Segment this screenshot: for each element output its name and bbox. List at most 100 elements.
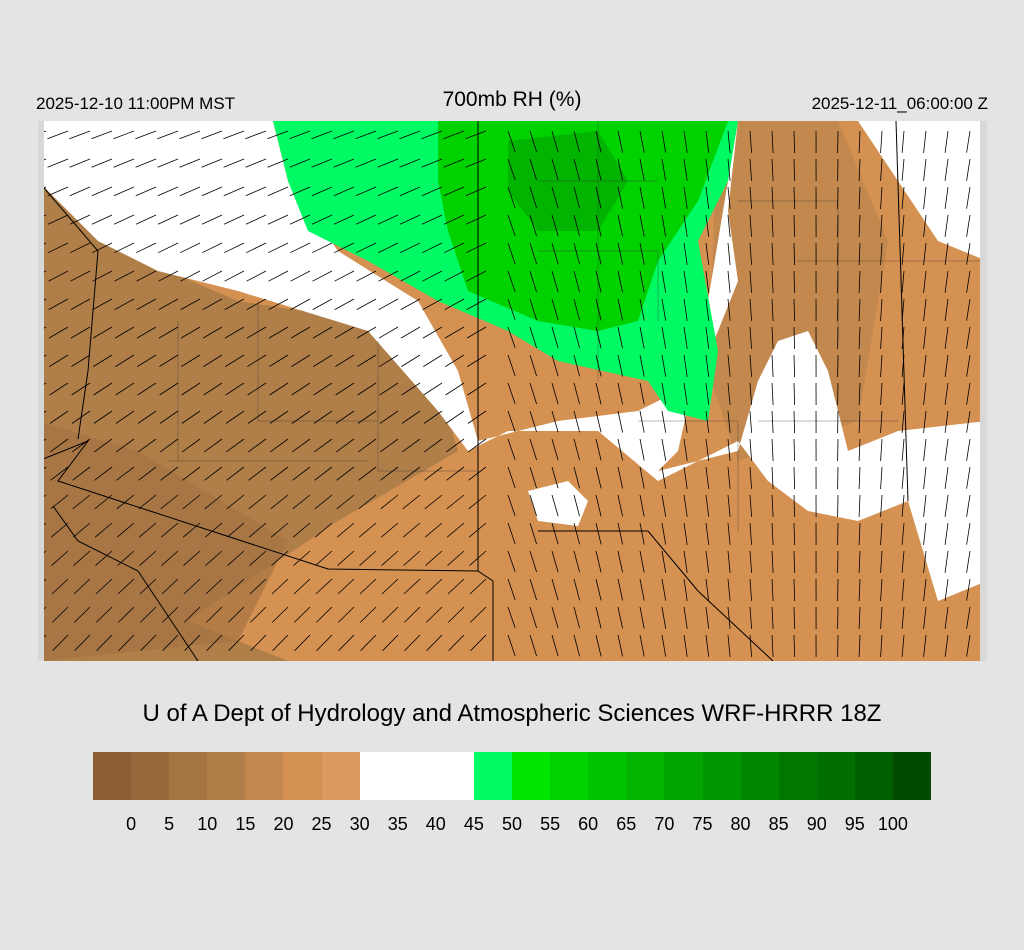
wind-barb — [793, 634, 795, 658]
wind-barb — [617, 466, 623, 489]
wind-barb — [880, 130, 883, 154]
wind-barb — [161, 550, 179, 566]
wind-barb — [399, 130, 421, 140]
wind-barb — [424, 522, 443, 538]
wind-barb — [359, 550, 377, 566]
wind-barb — [749, 522, 752, 545]
wind-barb — [771, 354, 774, 378]
wind-barb — [529, 354, 537, 377]
wind-barb — [551, 242, 559, 265]
wind-barb — [749, 354, 752, 377]
wind-barb — [116, 494, 135, 510]
wind-barb — [445, 382, 465, 396]
wind-barb — [529, 382, 537, 405]
wind-barb — [595, 158, 602, 181]
local-time-label: 2025-12-10 11:00PM MST — [36, 94, 236, 113]
wind-barb — [422, 270, 443, 282]
wind-barb — [966, 494, 971, 517]
wind-barb — [705, 158, 710, 181]
wind-barb — [69, 130, 91, 140]
wind-barb — [705, 634, 710, 657]
wind-barb — [184, 606, 201, 623]
wind-barb — [661, 550, 667, 573]
wind-barb — [858, 438, 861, 462]
wind-barb — [705, 214, 710, 237]
wind-barb — [311, 158, 333, 168]
wind-barb — [573, 214, 580, 237]
wind-barb — [551, 550, 559, 573]
colorbar-tick-label: 85 — [768, 814, 789, 834]
wind-barb — [356, 298, 377, 310]
wind-barb — [507, 494, 516, 516]
nm-tx-east-border — [895, 121, 909, 502]
wind-barb — [269, 410, 289, 424]
wind-barb — [271, 550, 289, 566]
wind-barb — [225, 354, 245, 367]
wind-barb — [901, 550, 905, 573]
wind-barb — [705, 130, 710, 153]
wind-barb — [551, 214, 559, 237]
wind-barb — [70, 242, 91, 254]
colorbar-tick-label: 40 — [425, 814, 446, 834]
wind-barb — [92, 326, 113, 339]
wind-barb — [901, 270, 905, 293]
wind-barb — [226, 494, 245, 510]
wind-barb — [313, 382, 333, 396]
wind-barb — [136, 298, 157, 310]
wind-barb — [114, 242, 135, 254]
wind-barb — [683, 298, 688, 321]
wind-barb — [226, 466, 245, 481]
wind-barb — [444, 326, 465, 339]
wind-barb — [923, 438, 927, 461]
wind-barb — [94, 522, 113, 538]
wind-barb — [793, 550, 795, 574]
wind-barb — [858, 130, 861, 154]
colorbar-tick-label: 20 — [273, 814, 294, 834]
wind-barb — [966, 438, 971, 461]
wind-barb — [551, 382, 559, 405]
wind-barb — [507, 158, 516, 180]
wind-barb — [181, 438, 201, 453]
wind-barb — [333, 130, 355, 140]
wind-barb — [880, 578, 883, 602]
wind-barb — [661, 438, 667, 461]
wind-barb — [117, 550, 135, 566]
wind-barb — [228, 634, 245, 651]
wind-barb — [507, 438, 516, 460]
wind-barb — [749, 214, 752, 237]
wind-barb — [727, 130, 731, 153]
wind-barb — [294, 606, 311, 623]
wind-barb — [617, 242, 623, 265]
wind-barb — [771, 466, 774, 490]
wind-barb — [51, 578, 69, 595]
wind-barb — [595, 382, 602, 405]
wind-barb — [901, 326, 905, 349]
wind-barb — [617, 382, 623, 405]
wind-barb — [529, 438, 537, 461]
wind-barb — [880, 326, 883, 350]
wind-barb — [944, 578, 949, 601]
wind-barb — [661, 158, 667, 181]
wind-barb — [267, 186, 289, 197]
wind-barb — [423, 410, 443, 424]
colorbar-swatch — [397, 752, 436, 800]
wind-barb — [661, 382, 667, 405]
wind-barb — [135, 186, 157, 197]
wind-barb — [378, 326, 399, 339]
wind-barb — [966, 158, 971, 181]
wind-barb — [137, 438, 157, 453]
colorbar-tick-label: 25 — [311, 814, 332, 834]
wind-barb — [966, 130, 971, 153]
wind-barb — [158, 270, 179, 282]
colorbar-swatch — [740, 752, 779, 800]
wind-barb — [793, 382, 795, 406]
map-right-edge — [980, 121, 987, 661]
wind-barb — [507, 214, 516, 236]
map-title: 700mb RH (%) — [442, 88, 582, 111]
wind-barb — [507, 242, 516, 264]
wind-barb — [507, 354, 516, 376]
wind-barb — [465, 214, 487, 225]
wind-barb — [338, 606, 355, 623]
wind-barb — [401, 438, 421, 453]
colorbar-swatch — [854, 752, 893, 800]
